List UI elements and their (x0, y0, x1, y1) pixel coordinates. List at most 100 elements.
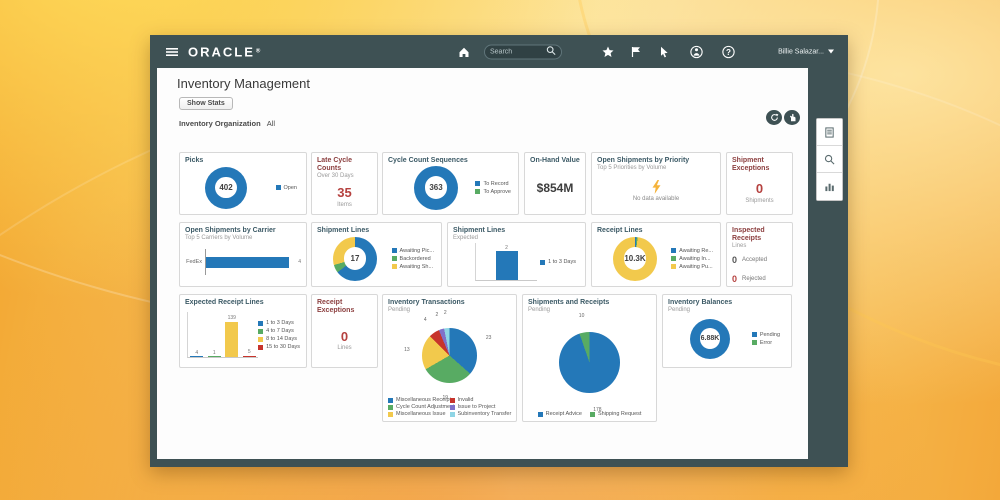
card-title: Shipments and Receipts (528, 299, 610, 306)
card-shipment-lines-expected[interactable]: Shipment Lines Expected 2 1 to 3 Days (447, 222, 586, 287)
shipments-receipts-pie-chart: 178 10 (549, 313, 631, 413)
bar-value-label: 5 (247, 349, 251, 356)
bar-value-label: 1 (212, 349, 216, 356)
search-box[interactable] (484, 44, 562, 59)
card-late-cycle-counts[interactable]: Late Cycle Counts Over 30 Days 35 Items (311, 152, 378, 215)
pie-face (559, 332, 620, 393)
inventory-organization-filter[interactable]: Inventory Organization All (179, 119, 275, 128)
card-open-shipments-by-priority[interactable]: Open Shipments by Priority Top 5 Priorit… (591, 152, 721, 215)
card-shipment-lines[interactable]: Shipment Lines 17 Awaiting Pic... Backord… (311, 222, 442, 287)
legend-swatch (671, 256, 677, 262)
card-title: Late Cycle Counts (317, 157, 353, 173)
card-inventory-balances[interactable]: Inventory Balances Pending 6.88K Pending… (662, 294, 792, 368)
show-stats-button[interactable]: Show Stats (179, 97, 233, 110)
legend-swatch (751, 340, 757, 346)
card-receipt-exceptions[interactable]: Receipt Exceptions 0 Lines (311, 294, 378, 368)
card-inspected-receipts[interactable]: Inspected Receipts Lines 0 Accepted 0 Re… (726, 222, 793, 287)
carrier-bar-chart: FedEx 4 (185, 249, 301, 276)
search-icon[interactable] (817, 146, 842, 173)
donut-ring (414, 165, 458, 210)
bar-chart-icon[interactable] (817, 173, 842, 200)
pie-slice-label: 4 (423, 317, 427, 324)
accepted-label: Accepted (742, 257, 768, 264)
card-subtitle: Top 5 Priorities by Volume (597, 165, 667, 172)
legend-swatch (537, 411, 543, 417)
expected-receipt-legend: 1 to 3 Days 4 to 7 Days 8 to 14 Days 15 to … (258, 320, 300, 350)
legend-label: To Record (483, 180, 509, 187)
svg-text:?: ? (726, 47, 731, 56)
card-onhand-value[interactable]: On-Hand Value $854M (524, 152, 586, 215)
bar (190, 356, 204, 358)
home-icon[interactable] (458, 46, 470, 58)
card-picks[interactable]: Picks 402 Open (179, 152, 307, 215)
search-icon[interactable] (546, 43, 556, 61)
legend-label: To Approve (483, 188, 511, 195)
pointer-icon[interactable] (658, 46, 670, 58)
legend-label: Issue to Project (457, 404, 496, 410)
rejected-label: Rejected (742, 276, 766, 283)
view-toggle (766, 110, 800, 125)
pie-slice-label: 13 (404, 347, 410, 354)
legend-swatch (388, 404, 393, 410)
legend-item: 1 to 3 Days (258, 320, 300, 326)
legend-label: Backordered (399, 255, 431, 262)
legend-swatch (391, 264, 397, 270)
legend-swatch (258, 320, 264, 326)
pie-face (422, 328, 477, 383)
card-shipment-exceptions[interactable]: Shipment Exceptions 0 Shipments (726, 152, 793, 215)
legend-item: Open (275, 185, 297, 191)
card-open-shipments-by-carrier[interactable]: Open Shipments by Carrier Top 5 Carriers… (179, 222, 307, 287)
inventory-transactions-pie-chart: 23 19 13 4 2 2 (404, 310, 491, 401)
caret-down-icon (828, 49, 834, 54)
hbar-row: FedEx 4 (185, 249, 301, 276)
legend-label: Awaiting Pic... (399, 247, 434, 254)
shipment-lines-legend: Awaiting Pic... Backordered Awaiting Sh... (391, 247, 434, 270)
legend-item: Awaiting Re... (671, 248, 713, 254)
legend-label: 1 to 3 Days (548, 259, 576, 266)
legend-label: Awaiting Sh... (399, 263, 434, 270)
card-title: Cycle Count Sequences (388, 157, 468, 164)
bar (495, 251, 518, 281)
help-icon[interactable]: ? (722, 45, 735, 58)
card-subtitle: Expected (453, 235, 479, 242)
bar-column: 4 (188, 312, 206, 358)
donut-center-value: 17 (350, 254, 360, 264)
legend-label: Cycle Count Adjustment (396, 404, 455, 410)
refresh-icon[interactable] (766, 110, 782, 125)
flag-icon[interactable] (630, 46, 642, 58)
pie-slice-label: 178 (593, 406, 602, 413)
menu-icon[interactable] (166, 46, 178, 58)
favorites-star-icon[interactable] (602, 46, 614, 58)
inventory-balances-donut-chart: 6.88K (690, 318, 730, 359)
expected-receipt-bar-chart: 4 1 139 5 (187, 312, 259, 359)
search-input[interactable] (490, 48, 546, 55)
card-inventory-transactions[interactable]: Inventory Transactions Pending 23 19 13 4 2 2… (382, 294, 517, 422)
legend-label: Awaiting In... (679, 255, 711, 262)
card-shipments-and-receipts[interactable]: Shipments and Receipts Pending 178 10 Rec… (522, 294, 657, 422)
card-cycle-count-sequences[interactable]: Cycle Count Sequences 363 To Record To Ap… (382, 152, 519, 215)
legend-swatch (258, 344, 264, 350)
cycle-count-legend: To Record To Approve (475, 181, 511, 195)
cycle-count-donut-chart: 363 (414, 165, 458, 210)
card-expected-receipt-lines[interactable]: Expected Receipt Lines 4 1 139 5 1 to 3 Day… (179, 294, 307, 368)
legend-label: Receipt Advice (545, 411, 582, 417)
bar (242, 355, 256, 358)
donut-center-value: 402 (219, 183, 233, 193)
legend-item: Awaiting In... (671, 256, 713, 262)
side-tool-rail (816, 118, 843, 201)
pie-slice-label: 2 (435, 311, 439, 318)
bar (207, 356, 221, 358)
legend-swatch (475, 189, 481, 195)
pie-slice-label: 23 (485, 334, 492, 341)
user-menu[interactable]: Billie Salazar... (778, 48, 834, 55)
bar-column: 2 (476, 243, 537, 281)
rejected-row: 0 Rejected (732, 274, 787, 284)
legend-swatch (391, 248, 397, 254)
org-filter-value: All (266, 119, 276, 128)
card-receipt-lines[interactable]: Receipt Lines 10.3K Awaiting Re... Awaiti… (591, 222, 721, 287)
bar-value-label: 2 (505, 244, 508, 251)
document-icon[interactable] (817, 119, 842, 146)
picks-legend: Open (275, 185, 297, 191)
hand-icon[interactable] (784, 110, 800, 125)
accessibility-icon[interactable] (690, 45, 703, 58)
